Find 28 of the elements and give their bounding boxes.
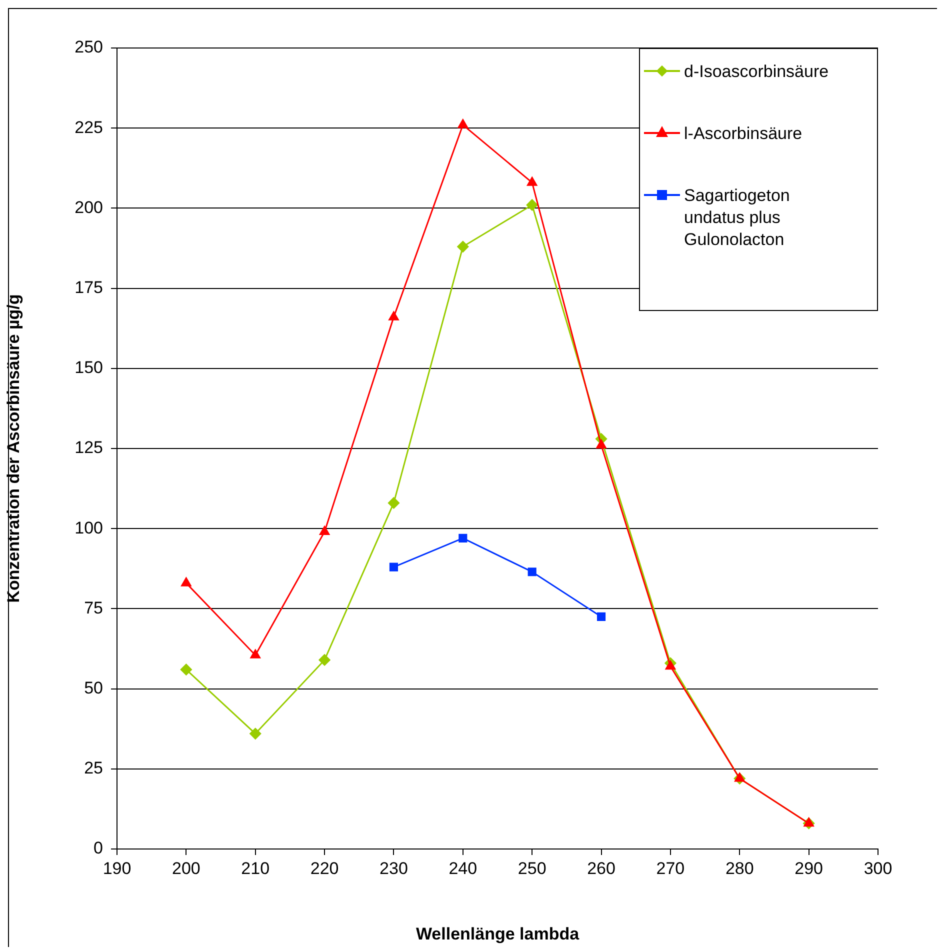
legend-label: l-Ascorbinsäure [684,123,802,145]
x-tick-label: 220 [310,858,339,878]
x-tick-label: 190 [102,858,132,878]
y-tick-label: 50 [84,678,103,698]
y-axis-title: Konzentration der Ascorbinsäure µg/g [4,294,23,603]
x-tick-label: 230 [380,858,408,878]
y-tick-label: 125 [74,438,103,458]
x-tick-label: 260 [587,858,616,878]
y-tick-label: 0 [94,838,103,858]
legend-label: d-Isoascorbinsäure [684,61,829,83]
x-tick-label: 200 [172,858,200,878]
y-tick-label: 200 [74,198,103,217]
y-tick-label: 25 [84,758,103,778]
y-tick-label: 250 [74,38,103,57]
y-tick-label: 75 [84,598,103,618]
x-tick-label: 240 [448,858,478,878]
x-axis-title: Wellenlänge lambda [416,924,580,944]
y-tick-label: 175 [74,278,103,297]
x-tick-label: 280 [725,858,754,878]
x-tick-label: 290 [794,858,824,878]
x-tick-label: 270 [656,858,685,878]
x-tick-label: 210 [241,858,270,878]
y-tick-label: 100 [74,518,103,538]
y-tick-label: 150 [74,358,103,378]
legend-label: Sagartiogeton undatus plus Gulonolacton [684,185,791,251]
y-tick-label: 225 [74,118,103,137]
x-tick-label: 300 [864,858,892,878]
x-tick-label: 250 [518,858,546,878]
